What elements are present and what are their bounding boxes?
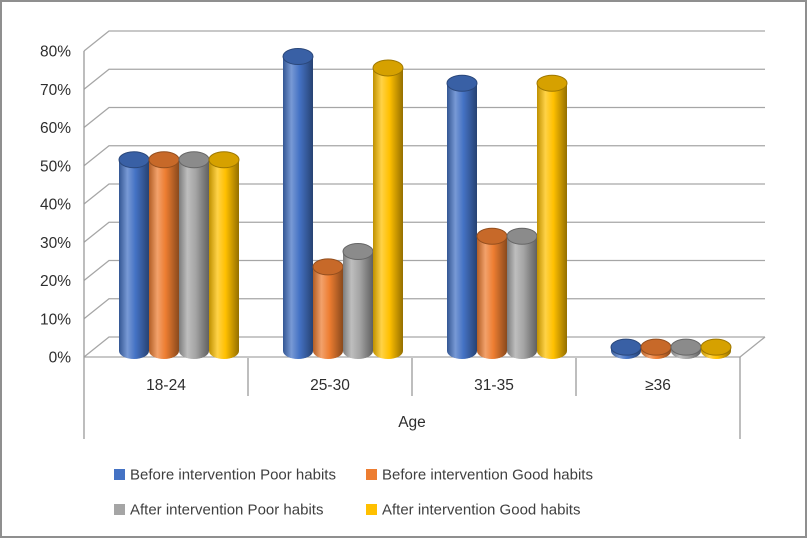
legend-label: Before intervention Good habits (382, 467, 593, 484)
legend-swatch (114, 504, 125, 515)
bar-cylinder-s4-c1-cap (208, 151, 240, 169)
bar-cylinder-s4-c3-cap (536, 74, 568, 92)
bar-cylinder-s3-c1-cap (178, 151, 210, 169)
legend-label: Before intervention Poor habits (130, 467, 336, 484)
bar-cylinder-s3-c4-cap (670, 338, 702, 356)
legend-label: After intervention Good habits (382, 502, 580, 519)
bar-cylinder-s2-c3-cap (476, 227, 508, 245)
bar-cylinder-s3-c2-cap (342, 243, 374, 261)
y-axis-tick-label: 10% (40, 311, 71, 328)
legend-item: After intervention Poor habits (114, 502, 323, 519)
bar-cylinder-s3-c1-body (179, 159, 209, 351)
bar-cylinder-s2-c1-body (149, 159, 179, 351)
legend-item: Before intervention Poor habits (114, 467, 336, 484)
y-axis-tick-labels: 0% 10% 20% 30% 40% 50% 60% 70% 80% (40, 44, 71, 367)
bars (118, 47, 732, 359)
y-axis-tick-label: 20% (40, 273, 71, 290)
y-axis-tick-label: 50% (40, 158, 71, 175)
bar-cylinder-s1-c2-cap (282, 47, 314, 65)
legend-swatch (114, 469, 125, 480)
x-axis-category-label: ≥36 (645, 377, 671, 394)
bar-cylinder-s4-c2-body (373, 67, 403, 351)
y-axis-tick-label: 30% (40, 235, 71, 252)
bar-cylinder-s2-c1-cap (148, 151, 180, 169)
x-axis-title: Age (398, 414, 426, 431)
bar-cylinder-s1-c2-body (283, 56, 313, 351)
bar-cylinder-s2-c4-cap (640, 338, 672, 356)
bar-cylinder-s1-c1-cap (118, 151, 150, 169)
legend-item: Before intervention Good habits (366, 467, 593, 484)
axes (83, 51, 741, 439)
x-axis-category-labels: 18-24 25-30 31-35 ≥36 (146, 377, 671, 394)
bar-cylinder-s3-c3-cap (506, 227, 538, 245)
bar-cylinder-s1-c3-cap (446, 74, 478, 92)
floor-right-edge (739, 336, 766, 358)
x-axis-category-label: 18-24 (146, 377, 186, 394)
gridline (83, 106, 765, 129)
gridline (83, 68, 765, 90)
y-axis-tick-label: 60% (40, 120, 71, 137)
legend-label: After intervention Poor habits (130, 502, 323, 519)
bar-cylinder-s1-c4-cap (610, 338, 642, 356)
y-axis-tick-label: 0% (49, 350, 72, 367)
y-axis-tick-label: 80% (40, 44, 71, 61)
bar-cylinder-s4-c3-body (537, 83, 567, 351)
legend-swatch (366, 469, 377, 480)
legend: Before intervention Poor habits Before in… (114, 467, 593, 519)
bar-cylinder-s2-c2-cap (312, 258, 344, 276)
bar-cylinder-s3-c3-body (507, 236, 537, 351)
legend-item: After intervention Good habits (366, 502, 580, 519)
gridline (83, 30, 765, 52)
x-axis-category-label: 31-35 (474, 377, 514, 394)
y-axis-tick-label: 40% (40, 197, 71, 214)
legend-swatch (366, 504, 377, 515)
y-axis-tick-label: 70% (40, 82, 71, 99)
bar-cylinder-s2-c2-body (313, 266, 343, 351)
bar-cylinder-s2-c3-body (477, 236, 507, 351)
x-axis-category-label: 25-30 (310, 377, 350, 394)
bar-cylinder-s4-c4-cap (700, 338, 732, 356)
bar-cylinder-s4-c1-body (209, 159, 239, 351)
bar-cylinder-s1-c1-body (119, 159, 149, 351)
bar-cylinder-s3-c2-body (343, 251, 373, 351)
bar-cylinder-s1-c3-body (447, 83, 477, 351)
bar-cylinder-s4-c2-cap (372, 59, 404, 77)
